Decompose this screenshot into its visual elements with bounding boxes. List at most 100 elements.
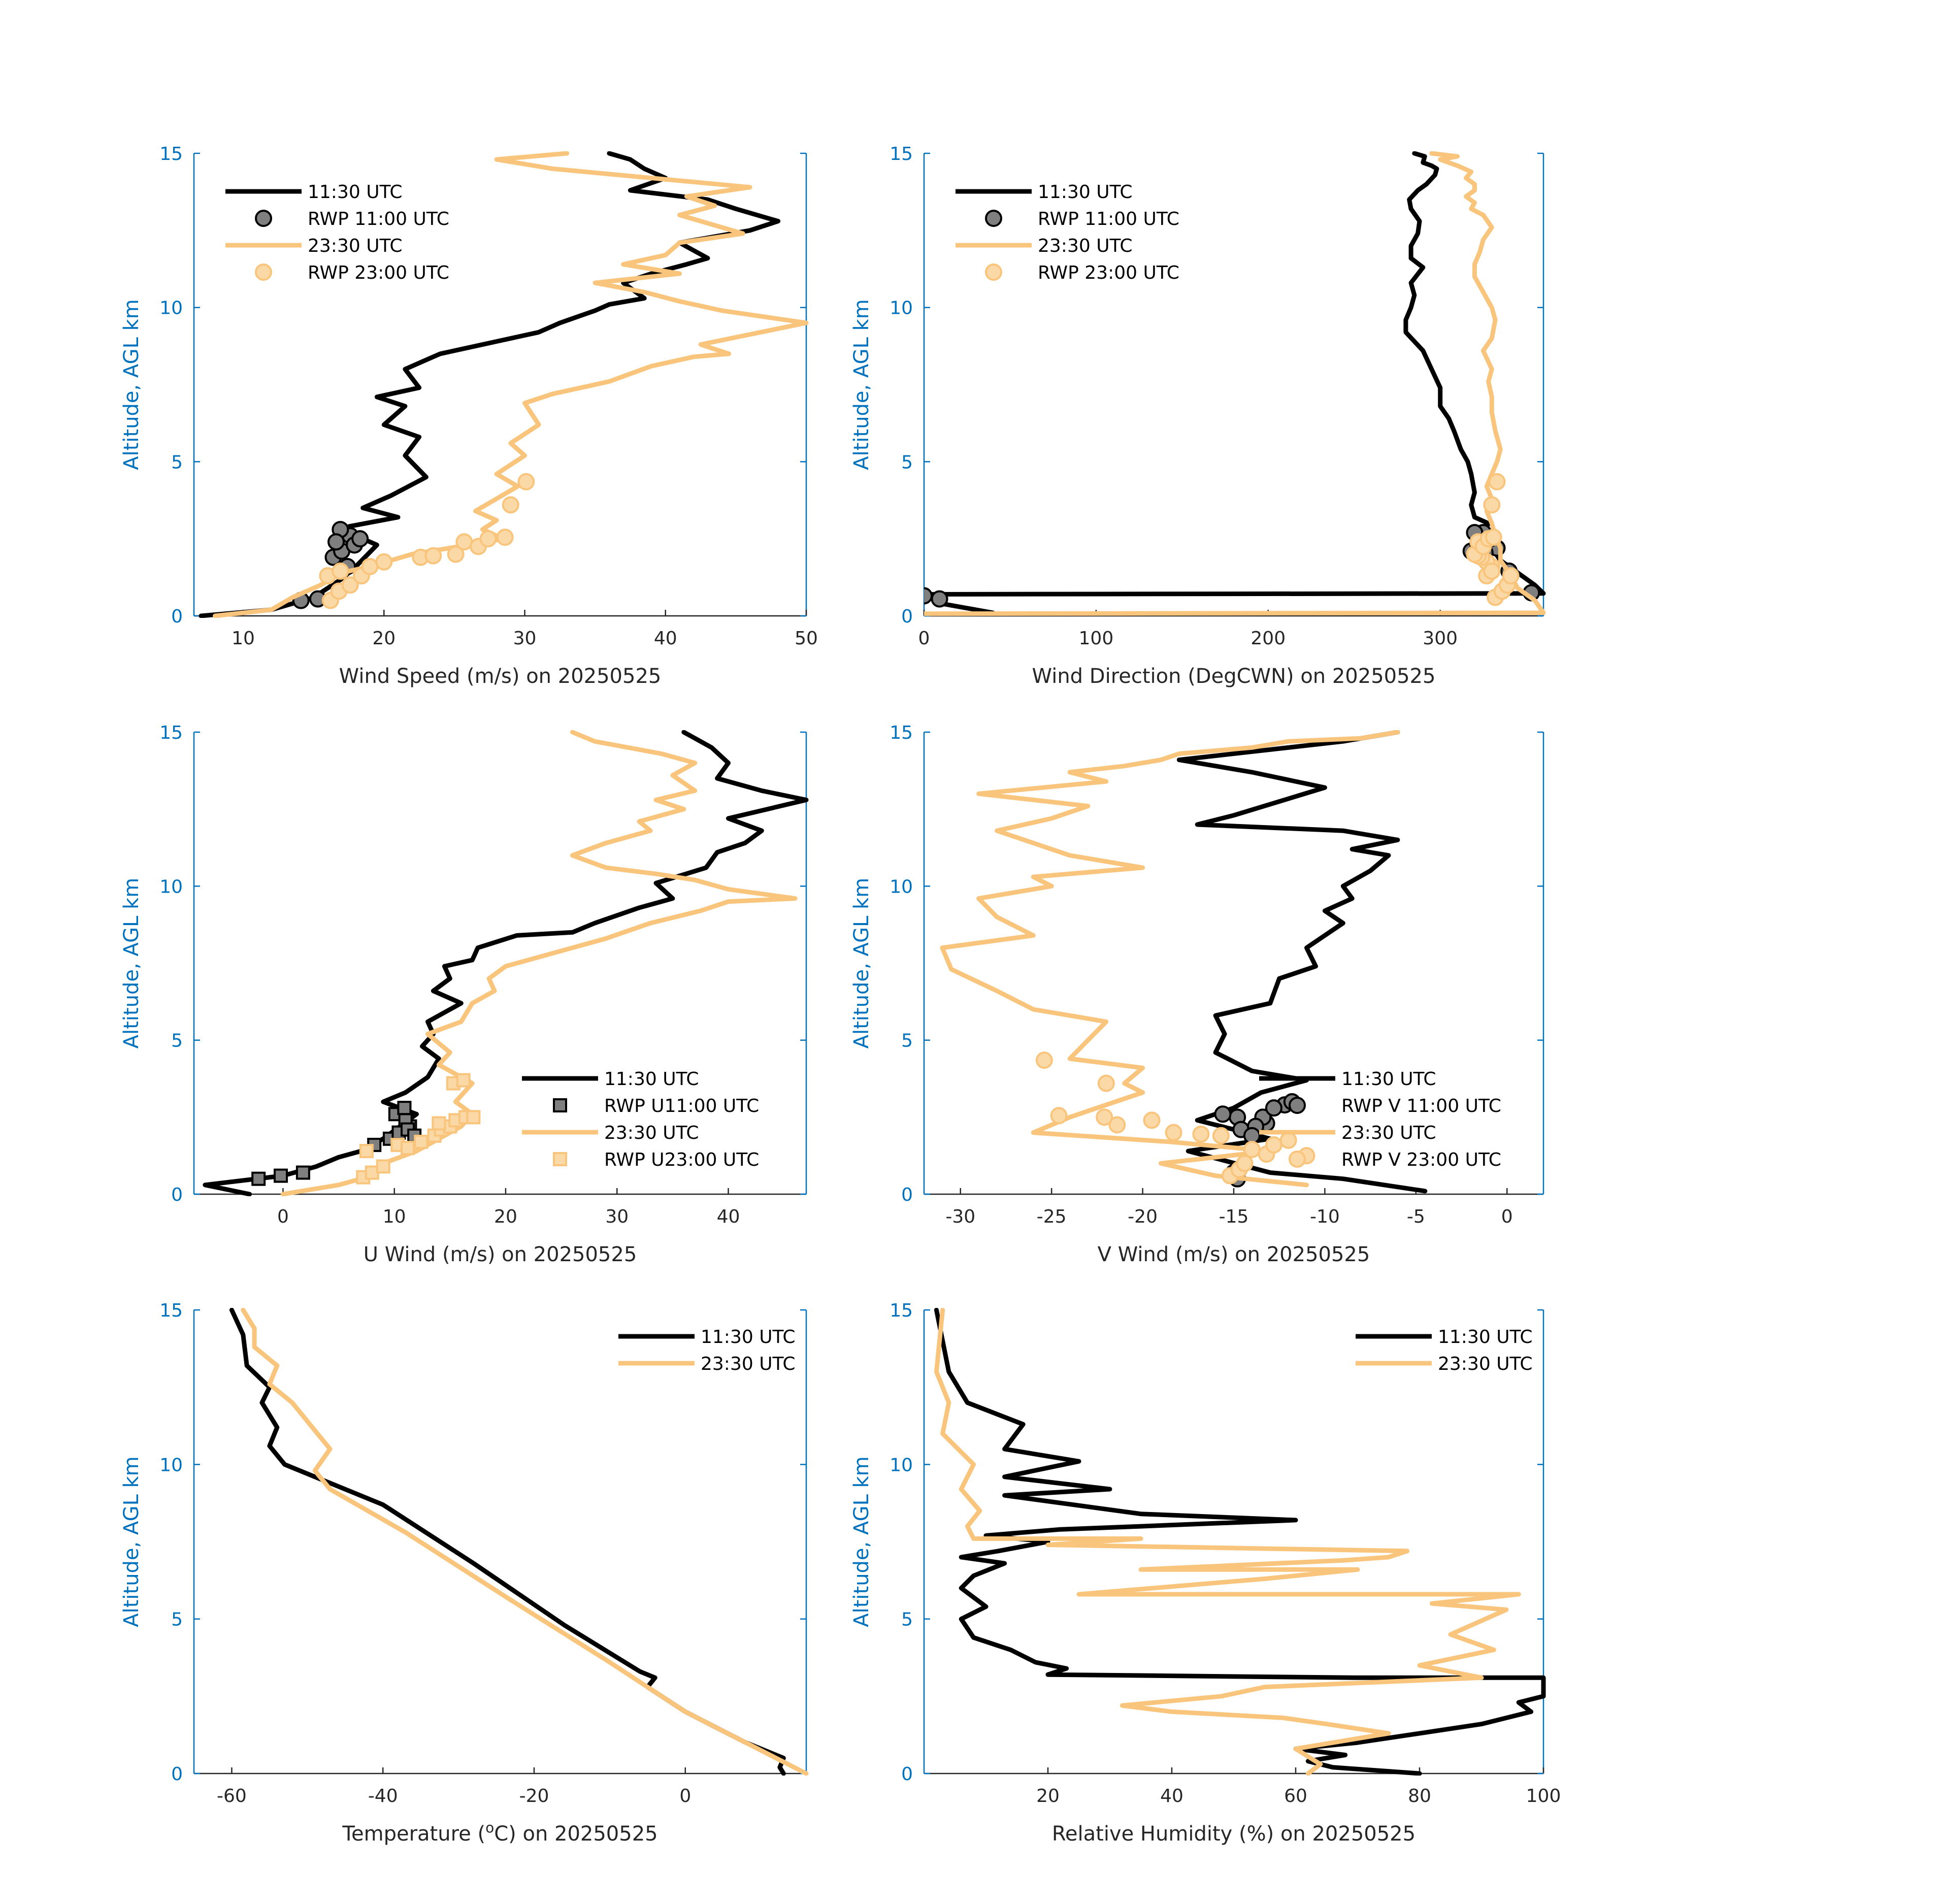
x-tick-label: 40 (654, 628, 677, 649)
legend-item: RWP V 23:00 UTC (1289, 1150, 1501, 1170)
data-point (1050, 1107, 1068, 1125)
data-point (1279, 1131, 1297, 1149)
x-tick-label: 40 (717, 1206, 740, 1227)
y-tick-label: 10 (890, 1455, 913, 1475)
plot-area (229, 1308, 809, 1776)
series-line (940, 730, 1400, 1188)
series-line (934, 1308, 1521, 1776)
series-line (934, 1308, 1546, 1776)
legend-label: RWP U11:00 UTC (604, 1096, 759, 1117)
y-tick-label: 5 (901, 452, 913, 473)
data-point (351, 530, 369, 548)
y-axis-label: Altitude, AGL km (120, 1456, 143, 1627)
series-line (213, 151, 809, 618)
y-tick-label: 15 (890, 144, 913, 165)
x-axis-label: Wind Direction (DegCWN) on 20250525 (1032, 665, 1436, 688)
data-point (424, 547, 442, 565)
legend-swatch-marker (553, 1152, 567, 1166)
legend-item: 11:30 UTC (1259, 1069, 1436, 1090)
y-axis-label: Altitude, AGL km (850, 1456, 873, 1627)
data-point (517, 473, 535, 490)
x-tick-label: 0 (277, 1206, 289, 1227)
legend-item: 23:30 UTC (618, 1354, 796, 1374)
legend: 11:30 UTC 23:30 UTC (618, 1327, 796, 1374)
chart-relative-humidity: 20 40 60 80 100 0 5 10 15 Relative Humidity (%) o… (850, 1300, 1561, 1846)
y-tick-label: 15 (159, 144, 183, 165)
legend-label: 23:30 UTC (308, 236, 403, 256)
x-tick-label: -40 (368, 1786, 398, 1807)
legend-label: RWP U23:00 UTC (604, 1150, 759, 1170)
data-point (414, 1134, 429, 1149)
plot-area (940, 730, 1428, 1194)
chart-wind-direction: 0 100 200 300 0 5 10 15 Wind Direction (DegCWN) … (850, 144, 1546, 688)
x-tick-label: -10 (1310, 1206, 1340, 1227)
data-point (295, 1165, 310, 1180)
data-point (1265, 1099, 1282, 1117)
legend-swatch-marker (553, 1098, 567, 1112)
legend-item: RWP U23:00 UTC (553, 1150, 759, 1170)
y-tick-label: 0 (901, 1185, 913, 1205)
x-tick-label: -20 (519, 1786, 549, 1807)
legend-label: RWP V 23:00 UTC (1341, 1150, 1501, 1170)
x-tick-label: 20 (1036, 1786, 1060, 1807)
data-point (341, 576, 359, 594)
legend-item: 11:30 UTC (618, 1327, 796, 1348)
chart-v-wind: -30 -25 -20 -15 -10 -5 0 0 5 10 15 V Wind (m/s) on … (850, 723, 1544, 1266)
legend-swatch-marker (985, 210, 1002, 227)
x-tick-label: 10 (383, 1206, 406, 1227)
legend: 11:30 UTC RWP U11:00 UTC 23:30 UTC RWP U23:… (522, 1069, 759, 1170)
plot-area (199, 151, 809, 618)
x-tick-label: -5 (1407, 1206, 1425, 1227)
legend-label: 11:30 UTC (308, 182, 403, 203)
data-point (361, 557, 379, 575)
x-axis-label: Wind Speed (m/s) on 20250525 (339, 665, 662, 688)
legend-label: 23:30 UTC (701, 1354, 796, 1374)
y-tick-label: 0 (171, 1185, 183, 1205)
y-axis-label: Altitude, AGL km (120, 299, 143, 470)
y-tick-label: 10 (890, 298, 913, 319)
legend-item: 11:30 UTC (1356, 1327, 1533, 1348)
x-tick-label: 100 (1526, 1786, 1561, 1807)
data-point (401, 1141, 415, 1155)
legend-label: 23:30 UTC (604, 1123, 699, 1143)
data-point (432, 1116, 446, 1131)
legend-item: 23:30 UTC (225, 236, 403, 256)
data-point (1096, 1108, 1113, 1126)
data-point (466, 1110, 481, 1125)
legend-item: 23:30 UTC (1259, 1123, 1436, 1143)
data-point (479, 530, 497, 548)
x-axis-label-suffix: C) on 20250525 (494, 1822, 657, 1846)
legend: 11:30 UTC 23:30 UTC (1356, 1327, 1533, 1374)
x-tick-label: 10 (232, 628, 255, 649)
y-tick-label: 15 (159, 1300, 183, 1321)
legend-label: 11:30 UTC (701, 1327, 796, 1348)
y-tick-label: 0 (171, 1764, 183, 1785)
y-tick-label: 15 (159, 723, 183, 743)
legend-item: 23:30 UTC (1356, 1354, 1533, 1374)
y-tick-label: 5 (171, 1031, 183, 1052)
series-line (924, 151, 1546, 616)
data-point (1483, 562, 1501, 580)
y-tick-label: 5 (901, 1031, 913, 1052)
series-line (924, 151, 1546, 615)
legend-label: RWP 11:00 UTC (308, 209, 449, 229)
plot-area (934, 1308, 1546, 1776)
data-point (1192, 1125, 1210, 1143)
legend-swatch-marker (255, 210, 272, 227)
data-point (455, 533, 473, 551)
data-point (931, 590, 948, 608)
data-point (1212, 1127, 1230, 1144)
data-point (1097, 1074, 1115, 1092)
data-point (1108, 1116, 1126, 1134)
data-point (1488, 473, 1506, 490)
y-tick-label: 5 (171, 452, 183, 473)
x-tick-label: 20 (494, 1206, 517, 1227)
y-tick-label: 10 (159, 876, 183, 897)
y-tick-label: 15 (890, 723, 913, 743)
y-axis-label: Altitude, AGL km (120, 878, 143, 1049)
legend-swatch-marker (985, 264, 1002, 281)
data-point (376, 1159, 390, 1174)
x-axis-label: Relative Humidity (%) on 20250525 (1052, 1822, 1416, 1846)
legend-label: 11:30 UTC (1038, 182, 1133, 203)
